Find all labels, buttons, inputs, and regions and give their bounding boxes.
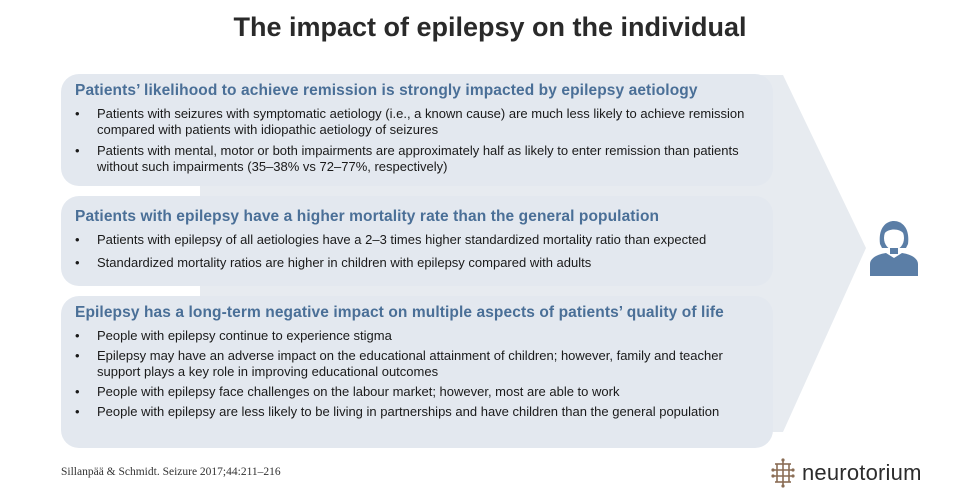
list-item: People with epilepsy continue to experie… [75,328,759,344]
bullet-list: Patients with epilepsy of all aetiologie… [75,232,759,271]
citation: Sillanpää & Schmidt. Seizure 2017;44:211… [61,466,281,478]
panel-heading: Patients’ likelihood to achieve remissio… [75,82,698,99]
list-item: Patients with seizures with symptomatic … [75,106,759,138]
bullet-list: People with epilepsy continue to experie… [75,328,759,420]
list-item: Standardized mortality ratios are higher… [75,255,759,271]
list-item: People with epilepsy are less likely to … [75,404,759,420]
page-title: The impact of epilepsy on the individual [233,12,747,42]
bullet-list: Patients with seizures with symptomatic … [75,106,759,175]
panel-heading: Epilepsy has a long-term negative impact… [75,304,724,321]
mortality-panel: Patients with epilepsy have a higher mor… [61,196,773,286]
list-item: Epilepsy may have an adverse impact on t… [75,348,759,380]
remission-panel: Patients’ likelihood to achieve remissio… [61,74,773,186]
quality-of-life-panel: Epilepsy has a long-term negative impact… [61,296,773,448]
person-icon [870,221,918,276]
list-item: Patients with mental, motor or both impa… [75,143,759,175]
list-item: People with epilepsy face challenges on … [75,384,759,400]
brand-logo: neurotorium [770,458,922,488]
neurotorium-logo-icon [771,458,795,488]
logo-text: neurotorium [802,460,922,485]
list-item: Patients with epilepsy of all aetiologie… [75,232,759,248]
panel-heading: Patients with epilepsy have a higher mor… [75,208,660,225]
